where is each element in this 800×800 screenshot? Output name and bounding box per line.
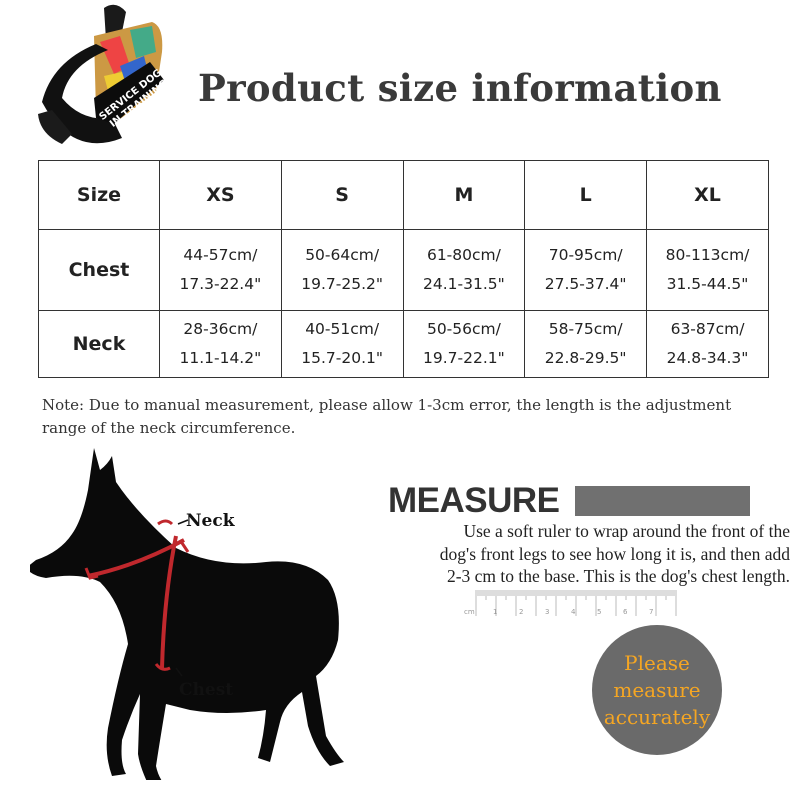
table-cell: 58-75cm/22.8-29.5": [524, 310, 648, 378]
row-label: Neck: [38, 310, 160, 378]
neck-label: Neck: [186, 511, 235, 531]
table-cell: 40-51cm/15.7-20.1": [280, 310, 404, 378]
ruler-number: 4: [571, 608, 576, 616]
header-cell: XS: [158, 160, 282, 230]
page-title: Product size information: [198, 66, 722, 110]
table-cell: 70-95cm/27.5-37.4": [524, 229, 648, 311]
ruler-number: 2: [519, 608, 523, 616]
header-cell: Size: [38, 160, 160, 230]
header-cell: XL: [646, 160, 769, 230]
row-label: Chest: [38, 229, 160, 311]
ruler-icon: cm 1 2 3 4 5 6 7: [464, 590, 677, 616]
header-cell: M: [402, 160, 526, 230]
measure-accurately-badge: Please measure accurately: [592, 625, 722, 755]
measure-instructions: Use a soft ruler to wrap around the fron…: [439, 521, 790, 586]
table-cell: 50-64cm/19.7-25.2": [280, 229, 404, 311]
table-row-neck: Neck 28-36cm/11.1-14.2" 40-51cm/15.7-20.…: [38, 310, 769, 378]
dog-silhouette: [30, 448, 344, 780]
table-cell: 63-87cm/24.8-34.3": [646, 310, 769, 378]
ruler-number: 3: [545, 608, 549, 616]
ruler-number: 6: [623, 608, 628, 616]
table-cell: 80-113cm/31.5-44.5": [646, 229, 769, 311]
header-cell: L: [524, 160, 648, 230]
ruler-number: 5: [597, 608, 601, 616]
ruler-number: 7: [649, 608, 653, 616]
chest-label: Chest: [179, 680, 234, 700]
dog-measurement-diagram: [30, 448, 344, 780]
table-cell: 50-56cm/19.7-22.1": [402, 310, 526, 378]
table-cell: 44-57cm/17.3-22.4": [158, 229, 282, 311]
measure-heading: MEASURE: [388, 481, 560, 520]
ruler-unit: cm: [464, 608, 475, 616]
header-cell: S: [280, 160, 404, 230]
table-row-chest: Chest 44-57cm/17.3-22.4" 50-64cm/19.7-25…: [38, 229, 769, 311]
table-header-row: Size XS S M L XL: [38, 160, 769, 230]
size-table: Size XS S M L XL Chest 44-57cm/17.3-22.4…: [38, 160, 769, 378]
table-cell: 28-36cm/11.1-14.2": [158, 310, 282, 378]
measurement-note: Note: Due to manual measurement, please …: [42, 396, 732, 437]
table-cell: 61-80cm/24.1-31.5": [402, 229, 526, 311]
measure-heading-bar: [575, 486, 750, 516]
ruler-number: 1: [493, 608, 497, 616]
